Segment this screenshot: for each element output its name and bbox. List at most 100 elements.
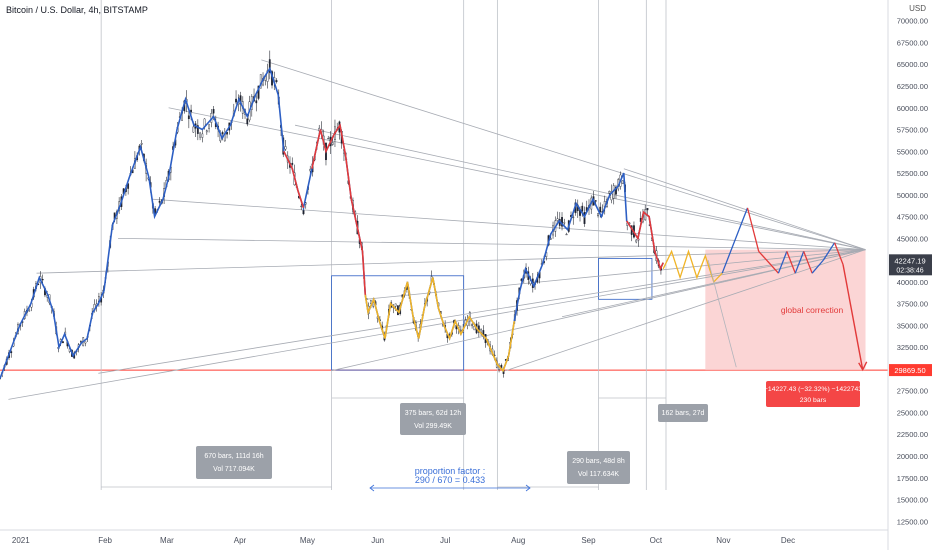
y-tick-label: 25000.00 [897, 408, 928, 417]
trend-line [8, 249, 866, 400]
range-label-4-box [658, 404, 708, 422]
projection-segment [794, 251, 805, 274]
price-line-red [626, 210, 664, 272]
trend-line [261, 59, 866, 251]
y-tick-label: 57500.00 [897, 126, 928, 135]
projection-segment [738, 207, 749, 230]
x-tick-label: Oct [650, 536, 663, 545]
y-tick-label: 70000.00 [897, 17, 928, 26]
candle-body [275, 80, 278, 83]
trend-line [331, 249, 866, 372]
range-label-2-box [400, 403, 466, 435]
candle-body [187, 115, 190, 120]
candle-body [127, 183, 130, 189]
x-tick-label: Jun [371, 536, 384, 545]
range-label-1-line2: Vol 717.094K [213, 466, 255, 473]
candle-body [599, 206, 602, 213]
candle-body [257, 85, 260, 99]
target-label-box [766, 381, 860, 407]
trend-line [623, 168, 866, 251]
measurement-boxes [100, 0, 866, 490]
support-price-tag [889, 364, 932, 377]
symbol-title: Bitcoin / U.S. Dollar, 4h, BITSTAMP [6, 5, 148, 15]
y-tick-label: 12500.00 [897, 517, 928, 526]
y-tick-label: 62500.00 [897, 82, 928, 91]
y-tick-label: 32500.00 [897, 343, 928, 352]
candle-body [255, 100, 258, 104]
candle-body [140, 143, 143, 145]
candle-body [235, 98, 237, 103]
x-tick-label: Dec [781, 536, 795, 545]
candle-body [327, 138, 330, 140]
projection-segment [746, 207, 760, 252]
trend-line [151, 198, 866, 251]
candle-body [201, 133, 204, 138]
trend-line [365, 249, 866, 300]
y-tick-label: 35000.00 [897, 321, 928, 330]
candle-body [226, 132, 228, 135]
x-tick-label: Apr [234, 536, 247, 545]
last-price-label: 42247.19 [894, 256, 925, 265]
projection-segment [822, 242, 836, 261]
x-tick-label: Feb [98, 536, 112, 545]
range-label-1-line1: 670 bars, 111d 16h [204, 453, 263, 460]
candle-body [268, 59, 271, 73]
annotation-labels: 670 bars, 111d 16h Vol 717.094K 375 bars, … [196, 305, 862, 492]
candle-body [459, 329, 462, 331]
target-label-line1: −14227.43 (−32.32%) −1422743 [764, 386, 862, 393]
trend-line [36, 249, 866, 274]
trend-line [294, 124, 866, 251]
y-tick-label: 20000.00 [897, 452, 928, 461]
y-tick-label: 27500.00 [897, 387, 928, 396]
y-tick-label: 55000.00 [897, 147, 928, 156]
y-tick-label: 52500.00 [897, 169, 928, 178]
x-tick-label: Sep [581, 536, 596, 545]
y-tick-label: 45000.00 [897, 234, 928, 243]
candle-body [597, 213, 599, 216]
y-tick-label: 17500.00 [897, 474, 928, 483]
y-tick-label: 22500.00 [897, 430, 928, 439]
candle-body [28, 309, 31, 312]
price-line-red [311, 123, 367, 295]
projection-segment [758, 250, 779, 274]
x-tick-label: 2021 [12, 536, 30, 545]
correction-arrow-line [842, 264, 864, 370]
range-label-2-line1: 375 bars, 62d 12h [405, 410, 462, 417]
candle-body [41, 278, 44, 281]
range-label-3-line1: 290 bars, 48d 8h [572, 458, 625, 465]
consolidation-box [331, 275, 465, 371]
y-tick-label: 47500.00 [897, 213, 928, 222]
candle-body [196, 125, 199, 134]
currency-label: USD [909, 4, 926, 13]
candle-body [556, 218, 559, 221]
candle-body [563, 222, 566, 224]
countdown-label: 02:38:46 [896, 267, 923, 274]
candle-body [471, 323, 474, 327]
y-tick-label: 50000.00 [897, 191, 928, 200]
consolidation-box [598, 257, 653, 300]
x-tick-label: May [300, 536, 315, 545]
trend-line [118, 237, 866, 251]
x-tick-label: Jul [440, 536, 450, 545]
candle-body [300, 205, 303, 208]
y-tick-label: 40000.00 [897, 278, 928, 287]
x-tick-label: Nov [716, 536, 730, 545]
trend-lines [8, 59, 866, 400]
candle-body [561, 217, 563, 227]
trend-line [98, 249, 866, 374]
candle-body [221, 132, 224, 135]
candle-body [635, 239, 638, 243]
candle-body [284, 146, 287, 150]
candles [0, 50, 662, 380]
proportion-arrow-heads [369, 484, 531, 492]
candle-body [212, 109, 215, 114]
proportion-label-line1: proportion factor : [415, 466, 486, 476]
y-tick-label: 15000.00 [897, 496, 928, 505]
projection-segment [834, 242, 844, 265]
price-line-orange [364, 277, 516, 373]
candle-body [246, 118, 249, 125]
candle-body [302, 210, 305, 215]
